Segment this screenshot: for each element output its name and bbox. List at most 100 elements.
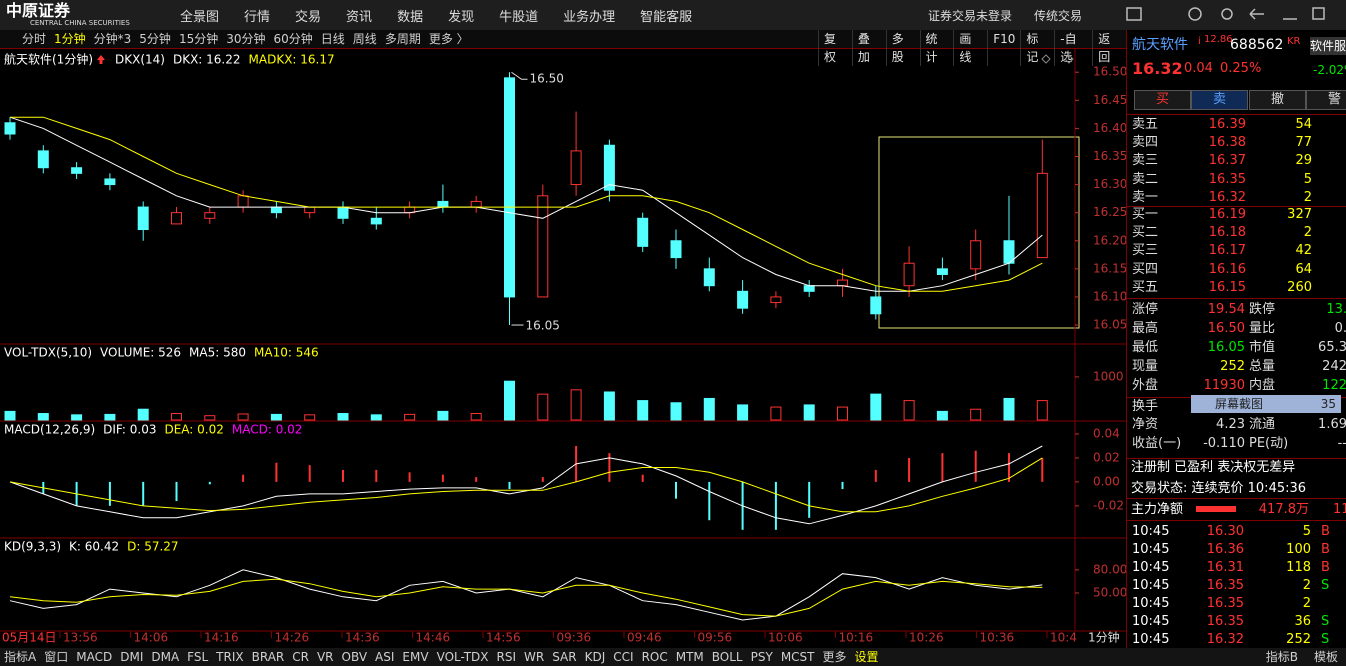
trade-side: S bbox=[1321, 614, 1330, 629]
tool-button[interactable]: 画线 bbox=[953, 30, 987, 66]
stat-value: -- bbox=[1337, 436, 1346, 451]
tool-button[interactable]: 标记 bbox=[1020, 30, 1054, 66]
period-tab[interactable]: 30分钟 bbox=[226, 32, 266, 46]
indicator-tab[interactable]: MTM bbox=[675, 650, 704, 664]
tool-button[interactable]: 复权 bbox=[818, 30, 852, 66]
macd-bar bbox=[874, 469, 877, 482]
period-tab[interactable]: 周线 bbox=[352, 32, 377, 46]
indicator-tab[interactable]: OBV bbox=[341, 650, 368, 664]
book-volume: 2 bbox=[1303, 189, 1312, 205]
indicator-tab[interactable]: 窗口 bbox=[44, 650, 69, 664]
book-label: 买三 bbox=[1132, 243, 1159, 259]
candle-body bbox=[903, 262, 915, 287]
legend-item: VOL-TDX(5,10) bbox=[4, 346, 92, 360]
trade-price: 16.31 bbox=[1206, 560, 1244, 575]
trade-button[interactable]: 卖 bbox=[1191, 90, 1248, 110]
trade-button[interactable]: 撤 bbox=[1249, 90, 1306, 110]
indicator-tab[interactable]: SAR bbox=[552, 650, 577, 664]
top-link[interactable]: 传统交易 bbox=[1034, 9, 1083, 23]
trade-price: 16.30 bbox=[1206, 524, 1244, 539]
macd-bar bbox=[641, 474, 644, 482]
top-link[interactable]: 证券交易未登录 bbox=[928, 9, 1013, 23]
indicator-tab[interactable]: FSL bbox=[187, 650, 209, 664]
candle-body bbox=[437, 200, 449, 208]
period-tab[interactable]: 分钟*3 bbox=[93, 32, 132, 46]
indicator-tab[interactable]: DMI bbox=[120, 650, 144, 664]
period-tab[interactable]: 分时 bbox=[22, 32, 47, 46]
indicator-tab[interactable]: WR bbox=[524, 650, 545, 664]
tool-button[interactable]: -自选 bbox=[1054, 30, 1092, 66]
candle-body bbox=[270, 206, 282, 214]
indicator-tab[interactable]: RSI bbox=[496, 650, 517, 664]
menu-item[interactable]: 业务办理 bbox=[563, 10, 616, 25]
indicator-tab[interactable]: CCI bbox=[613, 650, 634, 664]
stat-value: 0. bbox=[1334, 321, 1346, 336]
period-tab[interactable]: 1分钟 bbox=[54, 32, 86, 46]
indicator-tab[interactable]: KDJ bbox=[584, 650, 606, 664]
indicator-tab[interactable]: BOLL bbox=[711, 650, 743, 664]
volume-bar bbox=[270, 413, 282, 421]
menu-item[interactable]: 智能客服 bbox=[640, 10, 693, 25]
tooltip: 屏幕截图 bbox=[1191, 395, 1341, 413]
volume-bar bbox=[903, 400, 915, 421]
volume-bar bbox=[1036, 400, 1048, 421]
trade-button[interactable]: 买 bbox=[1134, 90, 1191, 110]
menu: 全景图 行情 交易 资讯 数据 发现 牛股道 业务办理 智能客服 bbox=[180, 6, 692, 25]
menu-item[interactable]: 数据 bbox=[397, 10, 424, 25]
volume-bar bbox=[770, 406, 782, 421]
macd-bar bbox=[208, 481, 211, 485]
candle-body bbox=[1036, 172, 1048, 259]
tool-button[interactable]: 叠加 bbox=[851, 30, 886, 66]
indicator-tab[interactable]: 更多 bbox=[822, 650, 847, 664]
menu-item[interactable]: 资讯 bbox=[346, 10, 373, 25]
menu-item[interactable]: 发现 bbox=[448, 10, 475, 25]
book-label: 卖一 bbox=[1132, 189, 1159, 205]
period-tab[interactable]: 60分钟 bbox=[273, 32, 313, 46]
stat-value: 65.3 bbox=[1318, 340, 1346, 355]
indicator-tab[interactable]: VR bbox=[316, 650, 334, 664]
book-label: 卖五 bbox=[1132, 117, 1159, 132]
volume-bar bbox=[404, 413, 416, 421]
macd-bar bbox=[242, 474, 245, 482]
period-tab[interactable]: 日线 bbox=[320, 32, 345, 46]
indicator-tab[interactable]: VOL-TDX bbox=[436, 650, 489, 664]
menu-item[interactable]: 牛股道 bbox=[499, 10, 539, 25]
indicator-tab[interactable]: 模板 bbox=[1313, 650, 1338, 664]
stat-label: 最高 bbox=[1132, 321, 1159, 336]
indicator-tab[interactable]: 指标A bbox=[4, 650, 37, 664]
indicator-tab[interactable]: ROC bbox=[641, 650, 668, 664]
trade-time: 10:45 bbox=[1132, 542, 1170, 557]
tool-button[interactable]: 统计 bbox=[919, 30, 954, 66]
indicator-tab[interactable]: PSY bbox=[750, 650, 773, 664]
volume-bar bbox=[171, 413, 182, 421]
y-tick-label: 16.35 bbox=[1093, 149, 1126, 163]
stat-label: 流通 bbox=[1249, 417, 1276, 432]
selection-box bbox=[878, 136, 1080, 329]
menu-item[interactable]: 交易 bbox=[295, 10, 322, 25]
macd-bar bbox=[541, 477, 544, 482]
tool-button[interactable]: 多股 bbox=[885, 30, 920, 66]
indicator-tab[interactable]: 设置 bbox=[854, 650, 879, 664]
trade-button[interactable]: 警 bbox=[1306, 90, 1346, 110]
indicator-tab[interactable]: CR bbox=[292, 650, 309, 664]
indicator-tab[interactable]: MCST bbox=[780, 650, 815, 664]
indicator-tab[interactable]: EMV bbox=[402, 650, 429, 664]
tool-button[interactable]: F10 bbox=[987, 30, 1020, 66]
separator bbox=[1127, 298, 1346, 317]
tool-button[interactable]: 返回 bbox=[1092, 30, 1126, 66]
period-tab[interactable]: 更多 〉 bbox=[428, 32, 469, 46]
period-tab[interactable]: 15分钟 bbox=[178, 32, 219, 46]
menu-item[interactable]: 行情 bbox=[244, 10, 271, 25]
trade-time: 10:45 bbox=[1132, 578, 1170, 593]
period-tab[interactable]: 5分钟 bbox=[139, 32, 171, 46]
book-volume: 29 bbox=[1295, 153, 1312, 169]
indicator-tab[interactable]: 指标B bbox=[1265, 650, 1298, 664]
indicator-tab[interactable]: MACD bbox=[76, 650, 113, 664]
indicator-tab[interactable]: TRIX bbox=[216, 650, 244, 664]
menu-item[interactable]: 全景图 bbox=[180, 10, 220, 25]
indicator-tab[interactable]: BRAR bbox=[251, 650, 285, 664]
period-tab[interactable]: 多周期 bbox=[384, 32, 421, 46]
indicator-tab[interactable]: DMA bbox=[151, 650, 180, 664]
indicator-tab[interactable]: ASI bbox=[375, 650, 395, 664]
trade-volume: 36 bbox=[1294, 614, 1311, 629]
